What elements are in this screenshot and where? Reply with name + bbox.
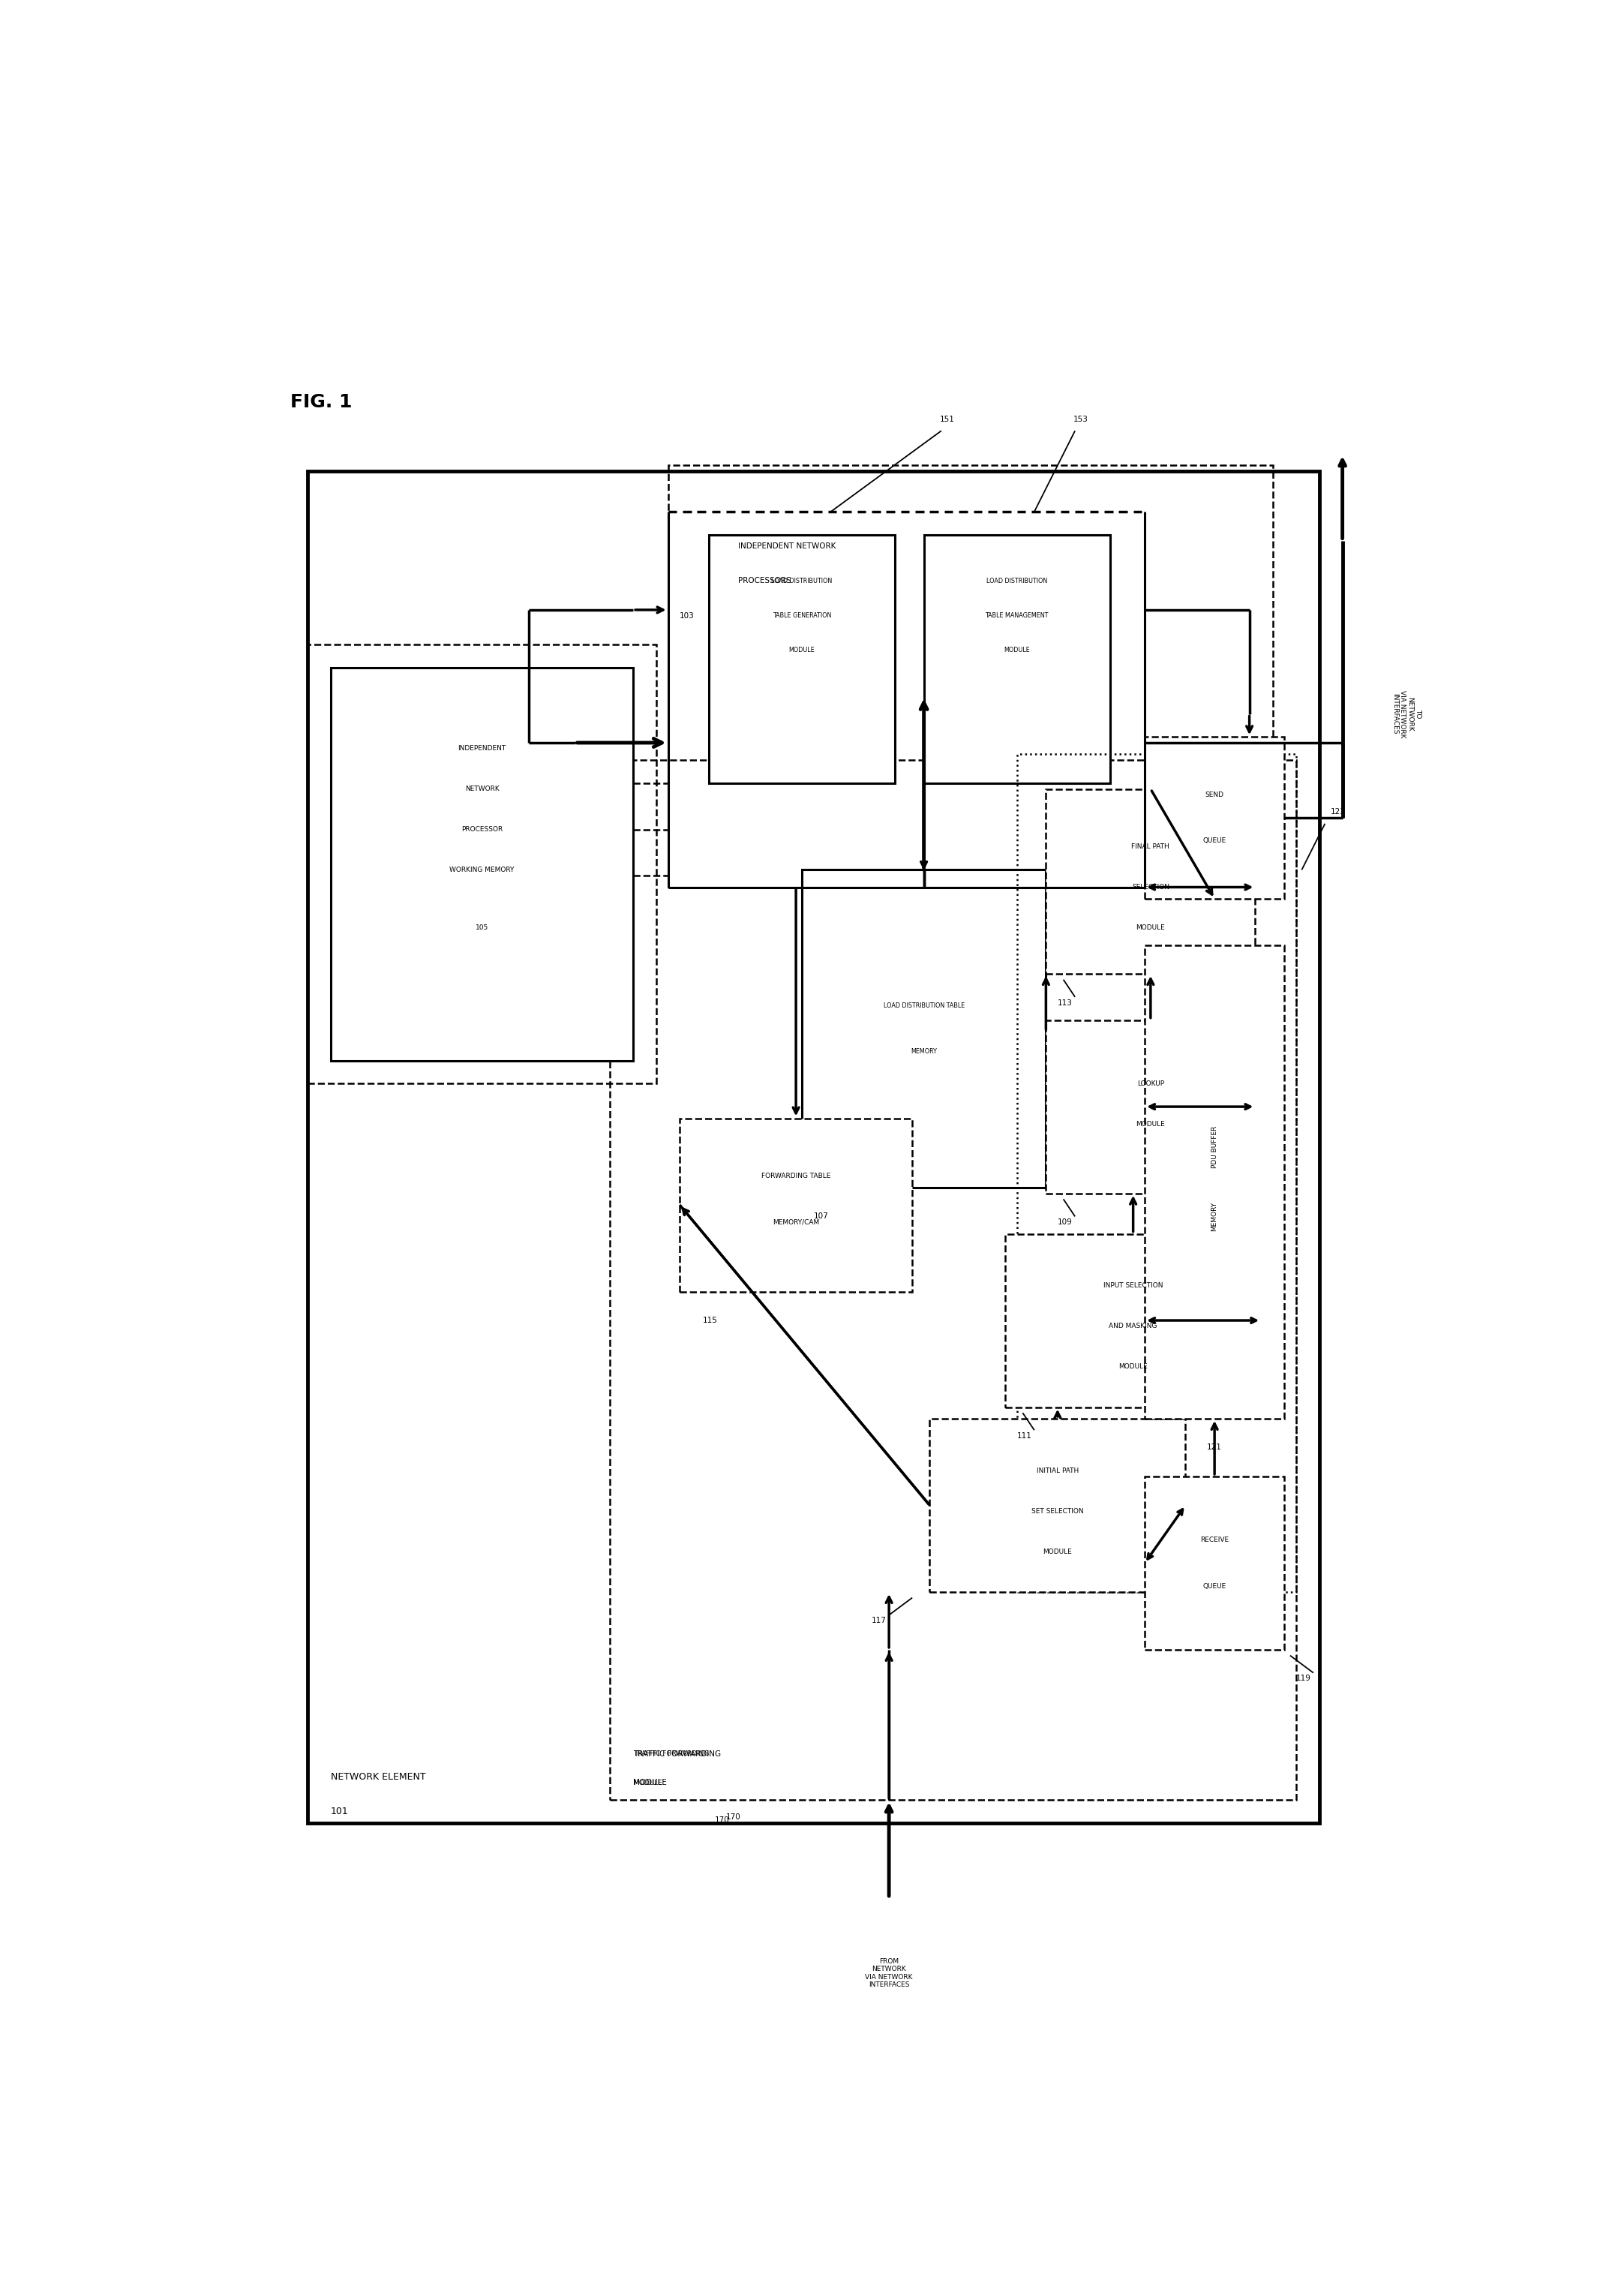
- Text: RECEIVE: RECEIVE: [1200, 1538, 1229, 1542]
- Text: 153: 153: [1073, 415, 1088, 422]
- Text: MEMORY: MEMORY: [911, 1049, 937, 1056]
- Text: SELECTION: SELECTION: [1132, 884, 1169, 890]
- Bar: [331, 668, 633, 1060]
- Text: LOAD DISTRIBUTION TABLE: LOAD DISTRIBUTION TABLE: [883, 1003, 965, 1010]
- Text: SET SELECTION: SET SELECTION: [1031, 1508, 1083, 1515]
- Text: MODULE: MODULE: [789, 647, 815, 654]
- Bar: [667, 466, 1273, 888]
- Text: 170: 170: [715, 1815, 729, 1825]
- Text: MODULE: MODULE: [1043, 1549, 1072, 1556]
- Text: PDU BUFFER: PDU BUFFER: [1212, 1127, 1218, 1168]
- Text: 103: 103: [680, 613, 695, 620]
- Text: 109: 109: [1057, 1219, 1072, 1226]
- Bar: [924, 535, 1109, 783]
- Text: MODULE: MODULE: [1004, 647, 1030, 654]
- Text: NETWORK ELEMENT: NETWORK ELEMENT: [331, 1772, 425, 1781]
- Bar: [929, 1418, 1186, 1593]
- Text: 170: 170: [726, 1813, 741, 1820]
- Text: TO
NETWORK
VIA NETWORK
INTERFACES: TO NETWORK VIA NETWORK INTERFACES: [1392, 691, 1421, 737]
- Text: PROCESSOR: PROCESSOR: [461, 826, 503, 833]
- Text: 119: 119: [1296, 1675, 1311, 1682]
- Bar: [1046, 789, 1255, 973]
- Text: 111: 111: [1017, 1432, 1031, 1439]
- Text: INDEPENDENT NETWORK: INDEPENDENT NETWORK: [737, 542, 836, 551]
- Text: SEND: SEND: [1205, 792, 1224, 799]
- Text: TABLE GENERATION: TABLE GENERATION: [773, 613, 831, 620]
- Text: MODULE: MODULE: [633, 1779, 663, 1786]
- Bar: [1046, 1019, 1255, 1193]
- Bar: [708, 535, 895, 783]
- Text: TRAFFIC FORWARDING: TRAFFIC FORWARDING: [633, 1751, 710, 1758]
- Text: MEMORY: MEMORY: [1212, 1203, 1218, 1230]
- Bar: [1145, 946, 1285, 1418]
- Bar: [307, 470, 1319, 1822]
- Text: MODULE: MODULE: [1137, 1120, 1164, 1127]
- Text: AND MASKING: AND MASKING: [1109, 1322, 1158, 1329]
- Bar: [1145, 1476, 1285, 1650]
- Text: LOAD DISTRIBUTION: LOAD DISTRIBUTION: [986, 578, 1047, 585]
- Text: FINAL PATH: FINAL PATH: [1132, 842, 1169, 849]
- Text: WORKING MEMORY: WORKING MEMORY: [450, 868, 515, 872]
- Text: 101: 101: [331, 1806, 349, 1815]
- Text: LOOKUP: LOOKUP: [1137, 1081, 1164, 1088]
- Bar: [802, 870, 1046, 1187]
- Text: 113: 113: [1057, 998, 1072, 1008]
- Bar: [1017, 755, 1296, 1593]
- Text: 105: 105: [476, 925, 489, 932]
- Text: LOAD DISTRIBUTION: LOAD DISTRIBUTION: [771, 578, 831, 585]
- Bar: [307, 645, 656, 1083]
- Text: TRAFFIC FORWARDING: TRAFFIC FORWARDING: [633, 1751, 721, 1758]
- Bar: [611, 760, 1296, 1799]
- Text: INDEPENDENT: INDEPENDENT: [458, 746, 507, 753]
- Text: 107: 107: [814, 1212, 828, 1221]
- Text: INPUT SELECTION: INPUT SELECTION: [1103, 1283, 1163, 1290]
- Text: FORWARDING TABLE: FORWARDING TABLE: [762, 1173, 830, 1180]
- Text: 115: 115: [703, 1317, 718, 1324]
- Text: QUEUE: QUEUE: [1203, 838, 1226, 845]
- Text: TABLE MANAGEMENT: TABLE MANAGEMENT: [986, 613, 1049, 620]
- Bar: [1005, 1235, 1262, 1407]
- Text: PROCESSORS: PROCESSORS: [737, 578, 791, 585]
- Text: INITIAL PATH: INITIAL PATH: [1036, 1467, 1078, 1473]
- Text: MODULE: MODULE: [633, 1779, 667, 1786]
- Text: MEMORY/CAM: MEMORY/CAM: [773, 1219, 820, 1226]
- Text: 151: 151: [940, 415, 955, 422]
- Bar: [680, 1118, 913, 1292]
- Bar: [1145, 737, 1285, 900]
- Text: FIG. 1: FIG. 1: [291, 392, 352, 411]
- Text: QUEUE: QUEUE: [1203, 1584, 1226, 1590]
- Text: 121: 121: [1207, 1444, 1221, 1450]
- Text: 117: 117: [872, 1618, 887, 1625]
- Text: MODULE: MODULE: [1137, 925, 1164, 932]
- Text: 123: 123: [1330, 808, 1346, 815]
- Text: FROM
NETWORK
VIA NETWORK
INTERFACES: FROM NETWORK VIA NETWORK INTERFACES: [866, 1958, 913, 1987]
- Text: MODULE: MODULE: [1119, 1363, 1148, 1370]
- Text: NETWORK: NETWORK: [464, 785, 499, 792]
